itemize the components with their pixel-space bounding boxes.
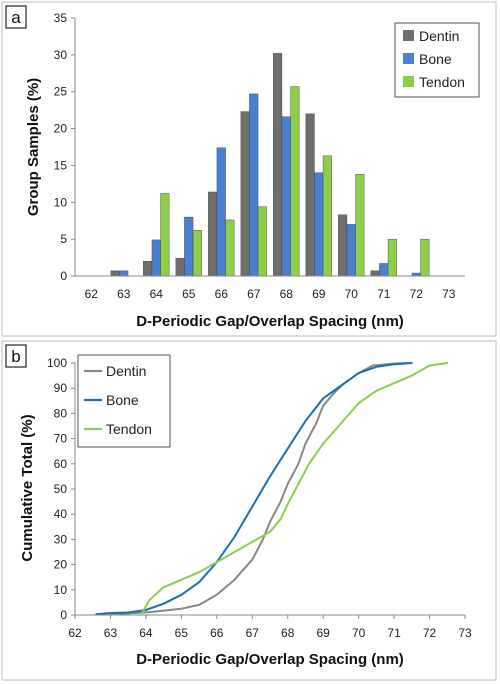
- x-tick-group: 62 63 64 65 66 67 68 69 70 71 72 73: [68, 615, 472, 640]
- x-axis-label: D-Periodic Gap/Overlap Spacing (nm): [136, 313, 404, 330]
- x-tick-label: 73: [442, 287, 456, 301]
- x-tick-label: 70: [345, 287, 359, 301]
- bar-tendon-68: [290, 86, 300, 277]
- bar-bone-63: [119, 270, 129, 277]
- x-tick-label: 65: [175, 626, 189, 640]
- x-tick-label: 64: [150, 287, 164, 301]
- legend: Dentin Bone Tendon: [394, 22, 480, 98]
- legend-swatch-dentin: [403, 30, 414, 41]
- x-tick-label: 72: [410, 287, 424, 301]
- x-tick-label: 68: [281, 626, 295, 640]
- y-tick-label: 90: [54, 381, 68, 395]
- x-tick-label: 62: [68, 626, 82, 640]
- panel-b-label: b: [11, 347, 20, 366]
- y-tick-label: 15: [54, 158, 68, 172]
- legend-label-tendon: Tendon: [106, 421, 152, 437]
- x-tick-label: 73: [458, 626, 472, 640]
- panel-b-label-box: [5, 344, 27, 368]
- x-tick-label: 71: [377, 287, 391, 301]
- bar-bone-67: [249, 93, 259, 277]
- bar-bone-68: [281, 116, 291, 277]
- y-tick-label: 70: [54, 432, 68, 446]
- x-tick-label: 70: [352, 626, 366, 640]
- legend-label-bone: Bone: [419, 51, 452, 67]
- bar-dentin-71: [370, 270, 380, 277]
- x-tick-label: 65: [182, 287, 196, 301]
- x-tick-label: 69: [317, 626, 331, 640]
- bar-dentin-64: [143, 261, 153, 277]
- bar-bone-66: [216, 147, 226, 277]
- x-tick-label: 67: [246, 626, 260, 640]
- bar-dentin-65: [175, 258, 185, 277]
- x-tick-label: 72: [423, 626, 437, 640]
- x-tick-label: 66: [210, 626, 224, 640]
- bar-dentin-69: [305, 113, 315, 277]
- x-tick-label: 64: [139, 626, 153, 640]
- legend-label-tendon: Tendon: [419, 74, 465, 90]
- bar-dentin-66: [208, 191, 218, 277]
- legend-swatch-bone: [403, 53, 414, 64]
- y-tick-label: 80: [54, 406, 68, 420]
- y-tick-label: 25: [54, 85, 68, 99]
- line-tendon: [141, 362, 449, 614]
- bar-dentin-63: [110, 270, 120, 277]
- line-bone: [95, 362, 413, 616]
- y-tick-label: 60: [54, 457, 68, 471]
- y-tick-group: 0 10 20 30 40 50 60 70 80 90 100: [47, 356, 75, 622]
- y-tick-label: 30: [54, 532, 68, 546]
- x-tick-group: 62 63 64 65 66 67 68 69 70 71 72 73: [85, 287, 456, 301]
- bar-bone-70: [346, 224, 356, 277]
- bar-bone-65: [184, 216, 194, 277]
- y-tick-label: 5: [60, 232, 67, 246]
- x-tick-label: 63: [117, 287, 131, 301]
- bar-tendon-69: [322, 155, 332, 277]
- x-axis-label: D-Periodic Gap/Overlap Spacing (nm): [136, 651, 404, 668]
- legend-label-dentin: Dentin: [419, 28, 459, 44]
- y-tick-label: 100: [47, 356, 67, 370]
- y-tick-label: 20: [54, 558, 68, 572]
- legend-swatch-tendon: [403, 76, 414, 87]
- y-tick-label: 35: [54, 11, 68, 25]
- y-tick-group: 0 5 10 15 20 25 30 35: [54, 11, 75, 283]
- line-series-group: [95, 362, 449, 616]
- y-tick-label: 40: [54, 507, 68, 521]
- bar-tendon-71: [387, 238, 397, 277]
- bar-tendon-72: [420, 238, 430, 277]
- x-tick-label: 69: [312, 287, 326, 301]
- y-tick-label: 20: [54, 122, 68, 136]
- legend-label-bone: Bone: [106, 392, 139, 408]
- panel-a-label-box: [5, 5, 27, 29]
- x-tick-label: 67: [247, 287, 261, 301]
- y-tick-label: 10: [54, 195, 68, 209]
- legend: Dentin Bone Tendon: [77, 354, 171, 448]
- bar-tendon-64: [160, 193, 170, 277]
- x-tick-label: 68: [280, 287, 294, 301]
- legend-label-dentin: Dentin: [106, 363, 146, 379]
- bar-tendon-65: [192, 230, 202, 277]
- bar-bone-69: [314, 172, 324, 277]
- panel-a-label: a: [11, 8, 21, 27]
- y-axis-label: Group Samples (%): [25, 78, 42, 216]
- bar-dentin-70: [338, 214, 348, 277]
- bar-dentin-68: [273, 53, 283, 277]
- x-tick-label: 66: [215, 287, 229, 301]
- y-tick-label: 0: [60, 608, 67, 622]
- y-tick-label: 0: [60, 269, 67, 283]
- x-tick-label: 62: [85, 287, 99, 301]
- y-tick-label: 50: [54, 482, 68, 496]
- x-tick-label: 63: [104, 626, 118, 640]
- y-tick-label: 10: [54, 583, 68, 597]
- y-axis-label: Cumulative Total (%): [19, 414, 36, 561]
- bar-tendon-70: [355, 174, 365, 277]
- y-tick-label: 30: [54, 48, 68, 62]
- bar-bone-71: [379, 263, 389, 277]
- bar-tendon-66: [225, 219, 235, 277]
- x-tick-label: 71: [387, 626, 401, 640]
- bar-bone-64: [151, 239, 161, 277]
- bar-dentin-67: [240, 111, 250, 277]
- bar-tendon-67: [257, 206, 267, 277]
- line-chart: 0 10 20 30 40 50 60 70 80 90 100 62 63 64 65 66 67 68 69 7…: [19, 354, 472, 668]
